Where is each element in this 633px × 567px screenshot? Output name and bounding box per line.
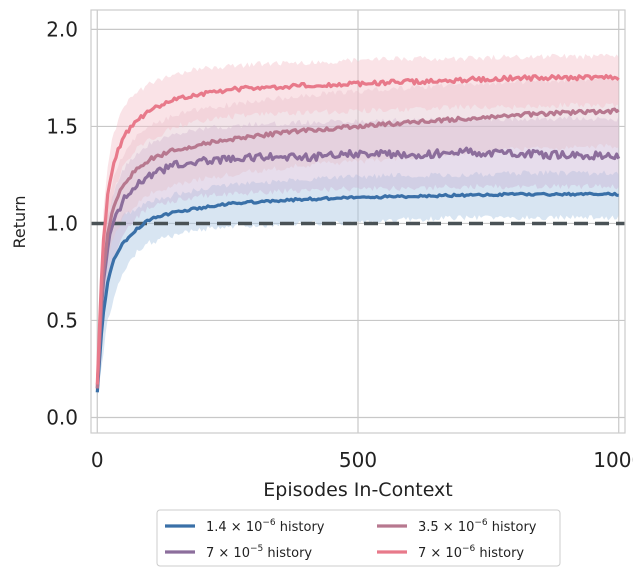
series-line-3 [95, 74, 620, 385]
y-tick-label: 0.0 [46, 405, 78, 429]
y-tick-labels: 0.0 0.5 1.0 1.5 2.0 [46, 17, 78, 429]
series-line-2 [95, 107, 620, 389]
legend-label: 1.4 × 10−6 history [206, 518, 325, 535]
legend-box [156, 509, 561, 567]
y-axis-title: Return [10, 195, 29, 248]
x-axis-title: Episodes In-Context [263, 479, 453, 501]
legend-label: 3.5 × 10−6 history [418, 518, 537, 535]
series-line-0 [95, 191, 619, 393]
std-band-2 [97, 75, 619, 395]
legend-label: 7 × 10−6 history [418, 544, 524, 561]
std-band-1 [97, 115, 619, 394]
std-band-3 [97, 53, 619, 391]
series-lines [95, 74, 621, 393]
y-tick-label: 2.0 [46, 17, 78, 41]
x-tick-label: 0 [91, 448, 104, 472]
x-tick-label: 500 [339, 448, 377, 472]
series-line-1 [95, 146, 621, 389]
y-tick-label: 1.5 [46, 114, 78, 138]
legend-label: 7 × 10−5 history [206, 544, 312, 561]
y-tick-label: 0.5 [46, 308, 78, 332]
legend: 1.4 × 10−6 history 3.5 × 10−6 history 7 × … [156, 509, 561, 567]
y-tick-label: 1.0 [46, 211, 78, 235]
plot-frame [90, 9, 626, 434]
